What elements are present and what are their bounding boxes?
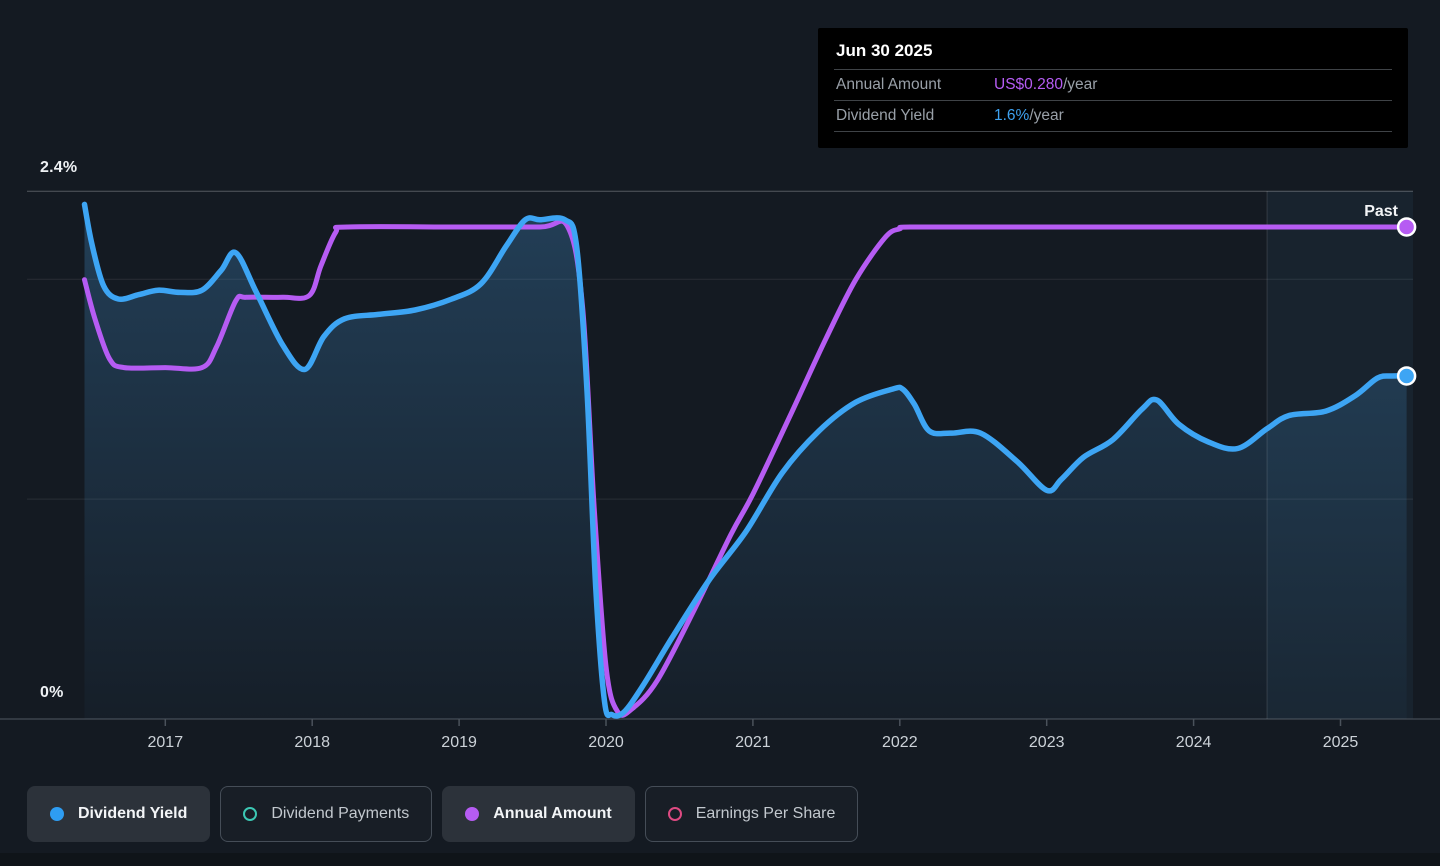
dividend-yield-line: [81, 201, 1410, 719]
legend-label: Dividend Yield: [78, 805, 188, 822]
x-axis-label: 2017: [148, 734, 184, 751]
past-region-label: Past: [1364, 203, 1398, 220]
annual-amount-dot-icon: [465, 807, 480, 821]
dividend-yield-end-marker: [1396, 366, 1417, 386]
legend-button-dividend-yield[interactable]: Dividend Yield: [27, 786, 211, 842]
x-axis-label: 2022: [882, 734, 918, 751]
dividend-yield-area: [84, 204, 1407, 719]
legend-label: Annual Amount: [493, 805, 612, 822]
x-axis-label: 2025: [1323, 734, 1359, 751]
tooltip-date: Jun 30 2025: [834, 39, 1392, 70]
tooltip-label: Dividend Yield: [836, 107, 935, 124]
tooltip-label: Annual Amount: [836, 76, 942, 93]
legend-button-dividend-payments[interactable]: Dividend Payments: [220, 786, 433, 842]
legend-button-annual-amount[interactable]: Annual Amount: [442, 786, 635, 842]
x-axis-label: 2024: [1176, 734, 1212, 751]
legend-button-earnings-per-share[interactable]: Earnings Per Share: [644, 786, 859, 842]
x-axis-label: 2021: [735, 734, 771, 751]
earnings-per-share-ring-icon: [667, 807, 682, 821]
x-axis-label: 2023: [1029, 734, 1065, 751]
x-axis-label: 2020: [588, 734, 624, 751]
tooltip-value: US$0.280: [994, 76, 1063, 93]
dividend-payments-ring-icon: [243, 807, 258, 821]
tooltip-row-dividend-yield: Dividend Yield 1.6%/year: [834, 101, 1392, 132]
tooltip-value: 1.6%: [994, 107, 1030, 124]
y-axis-label-top: 2.4%: [40, 159, 78, 176]
tooltip-row-annual-amount: Annual Amount US$0.280/year: [834, 70, 1392, 101]
annual-amount-end-marker: [1396, 217, 1417, 237]
legend-label: Dividend Payments: [271, 805, 410, 822]
tooltip-value-suffix: /year: [1062, 76, 1098, 93]
chart-legend: Dividend Yield Dividend Payments Annual …: [27, 786, 859, 842]
dividend-yield-dot-icon: [50, 807, 64, 821]
x-axis-label: 2018: [294, 734, 330, 751]
chart-tooltip: Jun 30 2025 Annual Amount US$0.280/year …: [818, 28, 1408, 148]
legend-label: Earnings Per Share: [695, 805, 836, 822]
tooltip-value-suffix: /year: [1029, 107, 1064, 124]
y-axis-label-bottom: 0%: [40, 684, 64, 701]
page-bottom-edge: [0, 853, 1440, 866]
x-axis-label: 2019: [441, 734, 477, 751]
